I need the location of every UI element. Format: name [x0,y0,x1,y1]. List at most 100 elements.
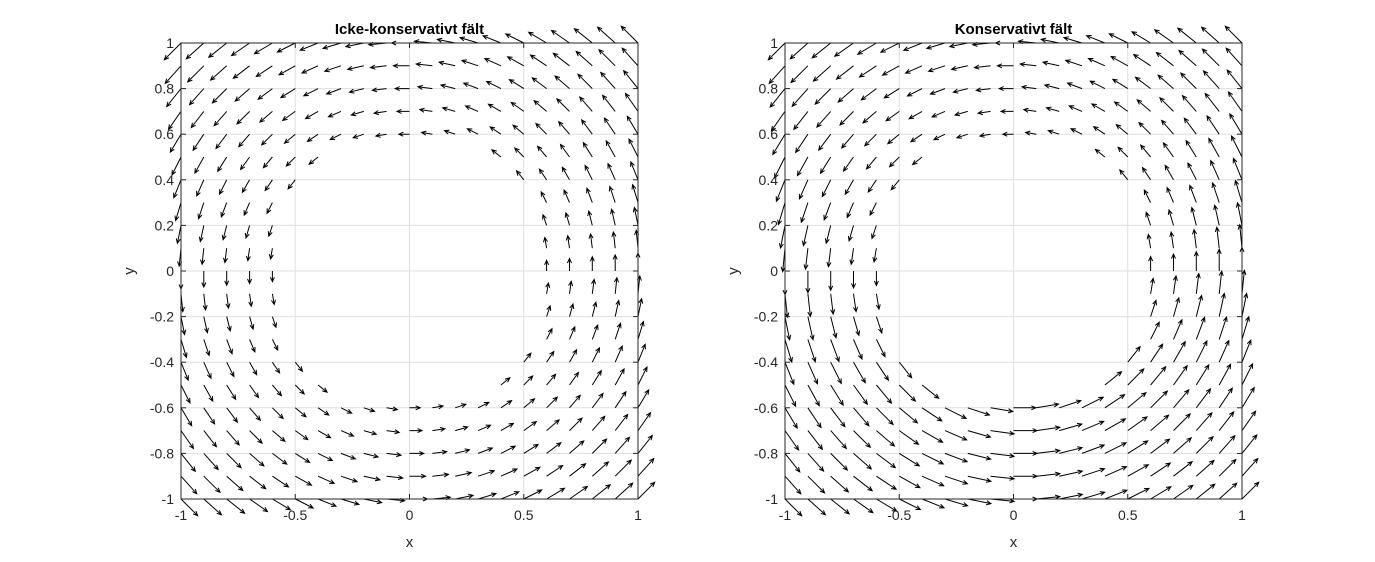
quiver-arrow [226,407,239,424]
quiver-arrow [1127,368,1145,386]
quiver-arrow [1036,471,1062,477]
quiver-arrow [432,404,445,410]
quiver-arrow [1134,76,1151,90]
quiver-arrow [830,430,848,450]
quiver-arrow [807,475,826,494]
quiver-arrow [1176,27,1197,44]
y-tick-label: 0.6 [759,126,779,142]
quiver-arrow [784,453,801,473]
quiver-arrow [990,452,1016,459]
quiver-arrow [239,156,251,171]
quiver-arrow [414,62,433,67]
quiver-arrow [872,248,878,264]
quiver-arrow [1208,137,1220,158]
quiver-arrow [220,202,228,219]
quiver-arrow [458,36,479,44]
quiver-arrow [1092,126,1106,135]
quiver-arrow [323,65,342,73]
y-tick-label: -0.6 [754,400,778,416]
quiver-arrow [226,384,237,401]
quiver-arrow [258,111,273,123]
quiver-arrow [569,417,583,431]
quiver-arrow [1218,315,1228,340]
quiver-arrow [1241,410,1257,431]
quiver-arrow [245,248,251,262]
quiver-arrow [803,248,809,271]
quiver-arrow [224,271,230,287]
quiver-arrow [271,339,279,352]
quiver-arrow [194,156,205,175]
quiver-arrow [1111,78,1129,90]
quiver-arrow [344,42,364,49]
quiver-arrow [637,411,652,431]
quiver-arrow [1225,47,1243,67]
y-tick-label: -0.4 [150,354,174,370]
quiver-arrow [1059,446,1084,454]
quiver-arrow [180,407,193,427]
quiver-arrow [801,225,809,247]
quiver-arrow [1041,60,1060,67]
quiver-arrow [348,88,364,94]
quiver-arrow [477,492,498,500]
quiver-arrow [1146,233,1152,249]
quiver-arrow [248,293,254,308]
quiver-arrow [1104,394,1126,409]
quiver-arrow [1235,201,1243,226]
quiver-arrow [512,124,525,135]
quiver-arrow [1218,269,1224,294]
quiver-arrow [1195,363,1210,386]
quiver-arrow [249,339,256,354]
quiver-arrow [1204,92,1220,112]
quiver-arrow [186,65,205,83]
quiver-arrow [598,48,616,67]
quiver-arrow [1119,168,1129,181]
quiver-arrow [180,362,189,382]
quiver-arrow [1241,362,1254,386]
quiver-arrow [1170,252,1176,271]
quiver-arrow [329,133,342,141]
quiver-arrow [1218,387,1233,409]
quiver-arrow [1150,321,1160,340]
chart-title: Icke-konservativt fält [335,21,484,38]
quiver-arrow [1173,413,1192,431]
quiver-arrow [569,462,587,477]
quiver-arrow [1130,31,1151,44]
quiver-arrow [238,133,250,148]
quiver-arrow [197,202,205,220]
quiver-arrow [902,42,923,51]
y-tick-label: 0.2 [759,217,779,233]
quiver-arrow [441,106,456,112]
quiver-arrow [481,35,502,44]
quiver-arrow [1169,230,1175,249]
quiver-arrow [300,65,319,74]
quiver-arrow [500,468,519,477]
x-axis-label: x [406,534,414,551]
quiver-arrow [283,133,296,144]
quiver-arrow [299,42,319,51]
quiver-arrow [249,430,263,444]
quiver-arrow [867,179,877,194]
quiver-arrow [630,160,639,180]
quiver-arrow [395,108,410,114]
quiver-arrow [1036,425,1062,432]
quiver-arrow [489,126,502,135]
quiver-arrow [306,133,319,143]
quiver-arrow [564,211,570,226]
quiver-arrow [569,302,575,317]
quiver-arrow [637,388,650,409]
y-tick-label: -0.8 [150,445,174,461]
quiver-arrow [1089,80,1106,90]
quiver-arrow [436,37,456,44]
y-tick-label: 0.4 [155,172,175,188]
quiver-arrow [1218,434,1236,454]
quiver-arrow [346,65,364,71]
quiver-arrow [1241,386,1255,409]
quiver-arrow [591,483,612,500]
quiver-arrow [180,339,188,359]
quiver-arrow [853,407,870,427]
quiver-arrow [340,475,359,483]
quiver-arrow [386,452,403,458]
quiver-arrow [1150,462,1172,477]
quiver-arrow [789,42,809,60]
quiver-arrow [1138,121,1151,135]
